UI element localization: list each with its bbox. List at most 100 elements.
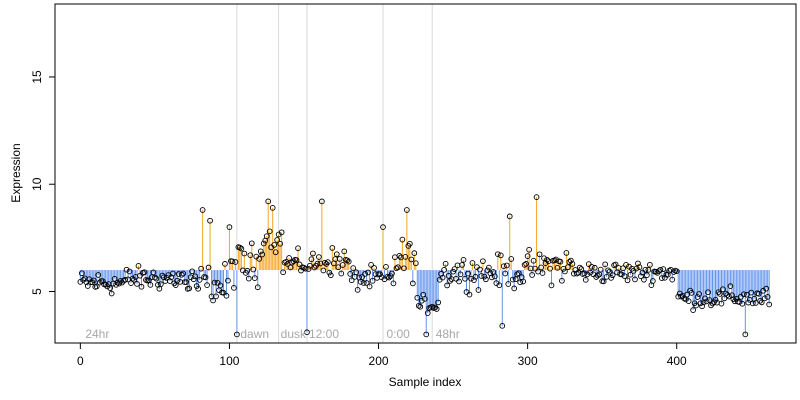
data-point bbox=[654, 269, 661, 276]
data-point bbox=[553, 256, 559, 263]
data-point bbox=[439, 274, 446, 281]
data-point bbox=[225, 277, 231, 284]
data-point bbox=[363, 280, 370, 286]
data-point bbox=[401, 265, 407, 272]
data-point bbox=[435, 299, 442, 306]
data-point bbox=[260, 240, 267, 247]
data-point bbox=[606, 268, 613, 275]
data-point bbox=[548, 282, 555, 289]
data-point bbox=[517, 279, 524, 286]
data-point bbox=[220, 289, 227, 296]
data-point bbox=[500, 263, 507, 270]
data-point bbox=[658, 275, 665, 281]
annotation-label: dawn bbox=[240, 327, 269, 341]
data-point bbox=[632, 276, 638, 283]
data-point bbox=[506, 213, 513, 220]
y-tick-label: 15 bbox=[30, 70, 44, 84]
data-point bbox=[193, 283, 200, 289]
data-point bbox=[623, 262, 629, 268]
data-point bbox=[471, 277, 477, 283]
data-point bbox=[544, 256, 550, 263]
data-point bbox=[160, 274, 167, 281]
data-point bbox=[496, 282, 503, 289]
data-point bbox=[345, 258, 352, 265]
data-point bbox=[475, 287, 482, 293]
data-point bbox=[451, 266, 458, 272]
y-tick-label: 10 bbox=[30, 177, 44, 191]
annotation-label: 48hr bbox=[436, 327, 460, 341]
data-point bbox=[529, 272, 535, 278]
data-point bbox=[269, 204, 276, 211]
data-point bbox=[322, 259, 328, 266]
data-point bbox=[588, 263, 595, 270]
data-point bbox=[441, 267, 447, 273]
data-point bbox=[673, 268, 680, 275]
data-point bbox=[247, 252, 254, 259]
data-point bbox=[350, 265, 357, 271]
data-point bbox=[404, 207, 410, 213]
data-point bbox=[748, 289, 755, 296]
data-point bbox=[122, 276, 128, 283]
data-point bbox=[111, 275, 118, 282]
data-point bbox=[596, 271, 603, 278]
data-point bbox=[169, 270, 176, 277]
data-point bbox=[609, 272, 616, 279]
annotations: 24hr dawn dusk 12:00 0:00 48hr bbox=[85, 327, 459, 341]
data-point bbox=[256, 256, 263, 262]
data-point bbox=[414, 294, 421, 301]
y-axis-title: Expression bbox=[9, 143, 23, 202]
data-point bbox=[131, 276, 137, 283]
data-point bbox=[459, 262, 465, 268]
data-point bbox=[697, 300, 704, 307]
data-point bbox=[102, 281, 109, 288]
data-point bbox=[335, 264, 342, 271]
data-point bbox=[183, 279, 190, 285]
data-point bbox=[359, 274, 365, 280]
data-point bbox=[582, 276, 589, 283]
data-point bbox=[483, 276, 489, 283]
data-point bbox=[694, 294, 701, 300]
data-point bbox=[159, 272, 166, 279]
data-point bbox=[682, 296, 689, 303]
data-point bbox=[491, 273, 498, 280]
data-point bbox=[565, 264, 571, 271]
data-point bbox=[232, 259, 239, 265]
data-point bbox=[205, 264, 212, 271]
data-point bbox=[612, 261, 619, 268]
data-point bbox=[231, 284, 237, 291]
data-point bbox=[484, 267, 491, 274]
data-point bbox=[412, 260, 419, 267]
data-point bbox=[720, 286, 726, 293]
data-point bbox=[257, 248, 264, 255]
data-point bbox=[360, 280, 367, 286]
data-point bbox=[505, 281, 512, 287]
data-point bbox=[304, 329, 310, 336]
data-point bbox=[538, 264, 544, 271]
data-point bbox=[645, 266, 652, 273]
x-axis: 0 100 200 300 400 bbox=[77, 342, 687, 368]
data-point bbox=[569, 261, 576, 267]
data-point bbox=[497, 252, 504, 259]
data-point bbox=[444, 282, 450, 289]
data-point bbox=[621, 273, 628, 279]
data-point bbox=[396, 253, 403, 259]
data-point bbox=[457, 271, 464, 278]
data-point bbox=[278, 229, 285, 236]
data-point bbox=[248, 240, 255, 247]
data-point bbox=[508, 256, 515, 262]
data-point bbox=[536, 251, 543, 258]
data-point bbox=[402, 254, 409, 260]
data-point bbox=[539, 270, 546, 276]
data-point bbox=[512, 276, 519, 282]
annotation-label: 0:00 bbox=[386, 327, 410, 341]
data-point bbox=[642, 266, 649, 273]
data-point bbox=[234, 331, 240, 338]
data-point bbox=[521, 262, 528, 268]
data-point bbox=[524, 253, 531, 259]
data-point bbox=[180, 270, 187, 277]
data-point bbox=[418, 297, 425, 304]
data-point bbox=[636, 264, 643, 270]
data-point bbox=[578, 266, 585, 272]
data-point bbox=[202, 274, 209, 281]
